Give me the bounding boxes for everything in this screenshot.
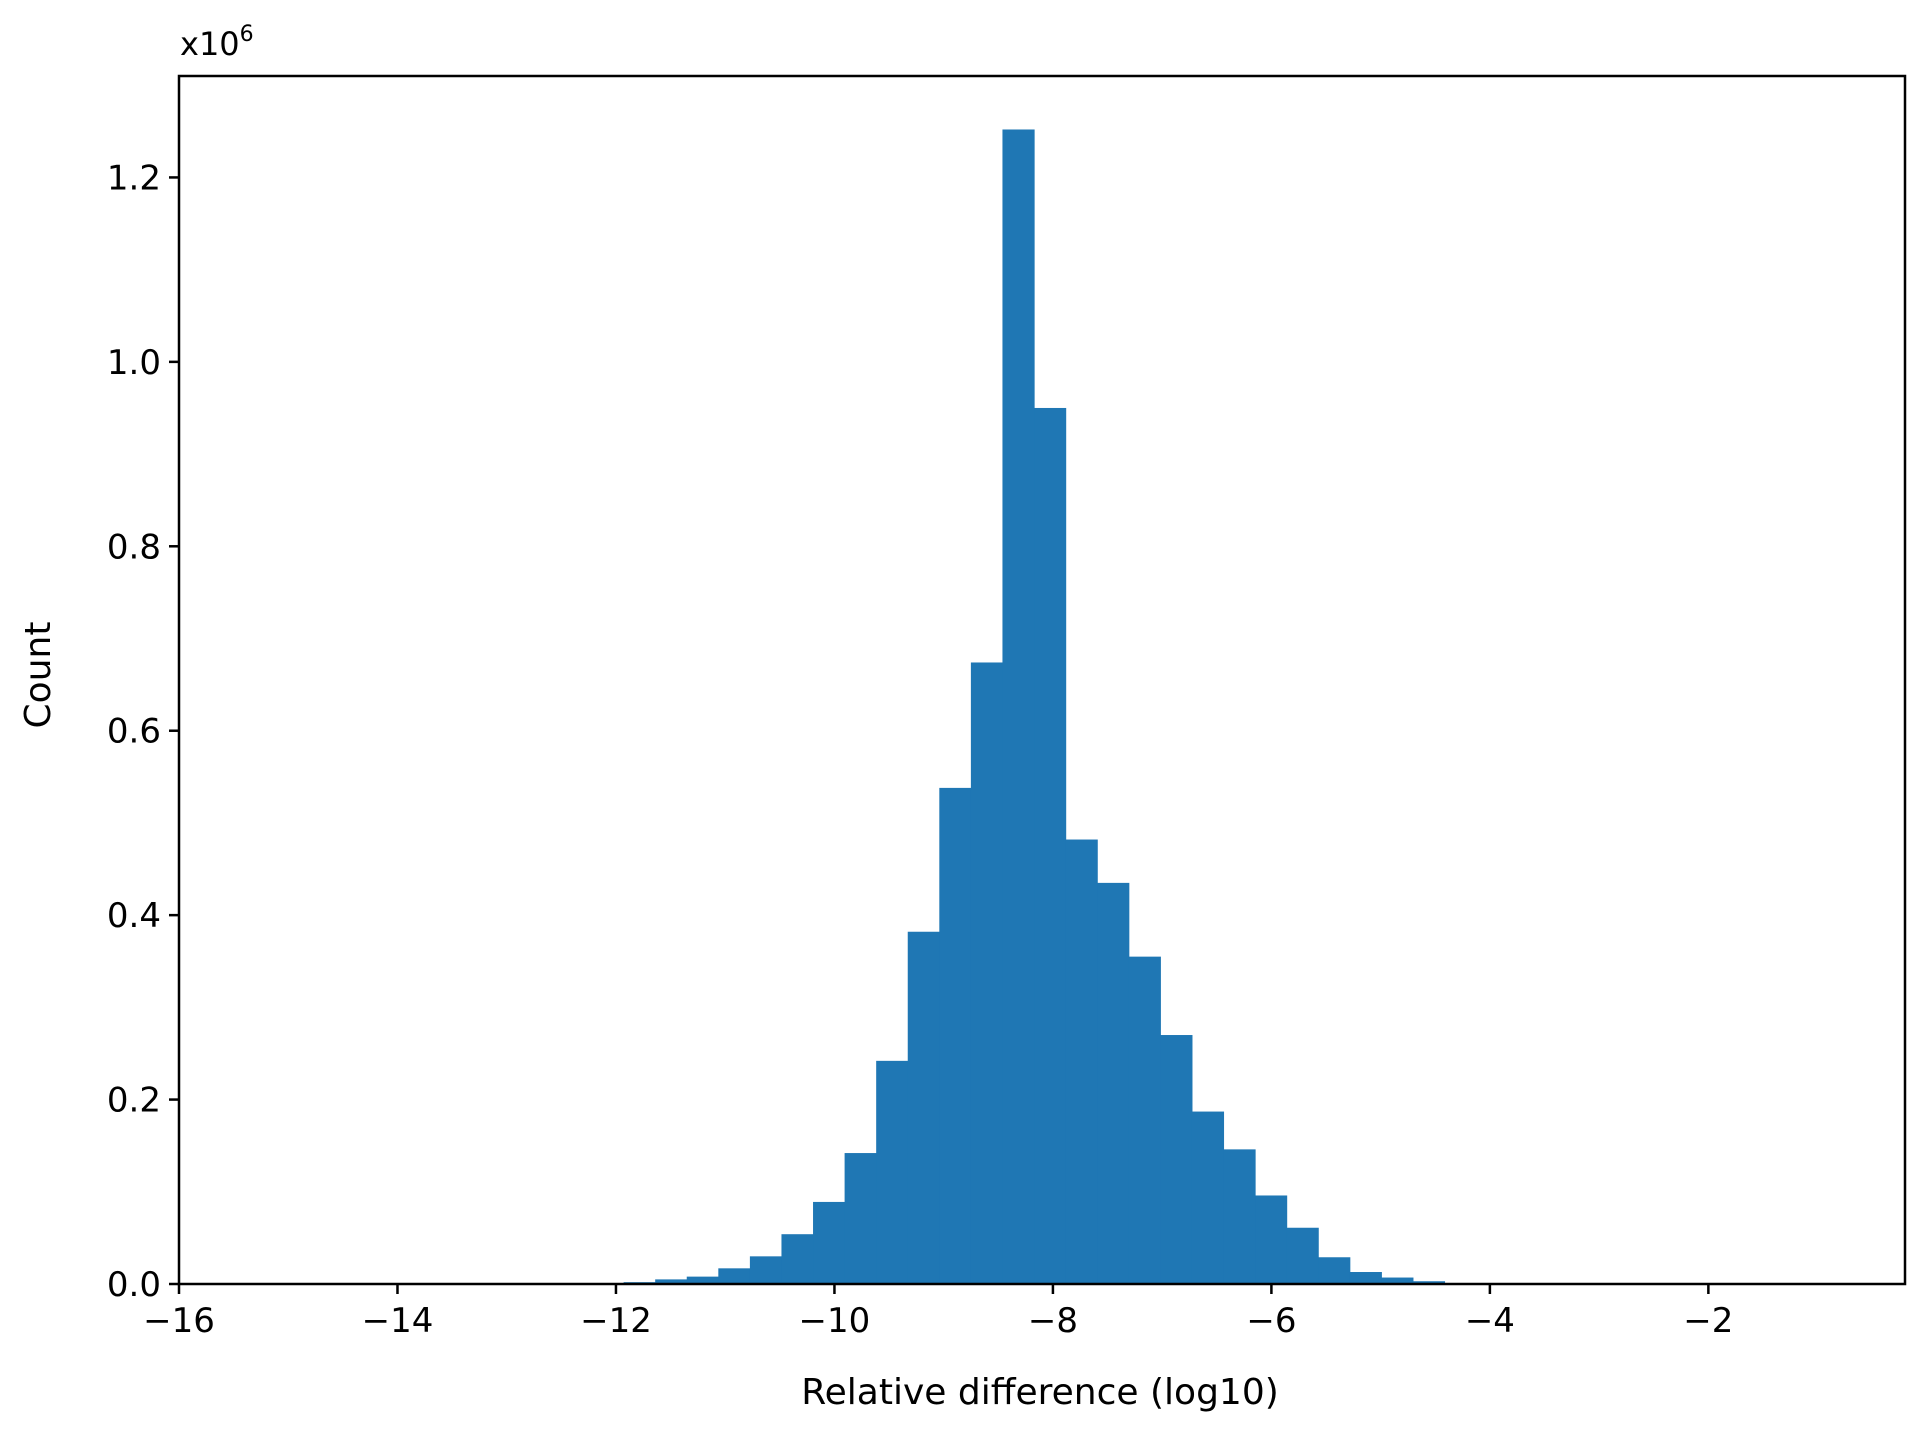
histogram-bar xyxy=(1002,129,1035,1284)
ticks-layer: −16 −14 −12 −10 −8 −6 −4 −2 0.0 0.2 0.4 0.6 0.8 1.0 1.… xyxy=(107,158,1734,1341)
histogram-bar xyxy=(718,1268,751,1284)
histogram-bar xyxy=(749,1256,783,1284)
histogram-bar xyxy=(1191,1111,1225,1284)
histogram-bar xyxy=(813,1201,846,1284)
x-tick-label: −14 xyxy=(362,1301,434,1341)
histogram-bar xyxy=(1381,1277,1414,1284)
y-axis-label: Count xyxy=(18,622,59,729)
histogram-bar xyxy=(1412,1281,1446,1284)
histogram-bar xyxy=(1065,839,1098,1284)
y-multiplier-exponent: 6 xyxy=(240,22,254,47)
histogram-bar xyxy=(907,931,940,1284)
y-tick-label: 0.2 xyxy=(107,1081,161,1121)
histogram-bar xyxy=(655,1279,688,1284)
histogram-bar xyxy=(876,1060,909,1284)
axes-layer xyxy=(177,74,1907,1286)
y-tick-label: 0.8 xyxy=(107,527,161,567)
histogram-bar xyxy=(1034,407,1067,1284)
histogram-bar xyxy=(1255,1195,1288,1284)
bars-layer xyxy=(623,129,1477,1284)
x-tick-label: −2 xyxy=(1683,1301,1733,1341)
x-tick-label: −10 xyxy=(799,1301,871,1341)
histogram-bar xyxy=(1160,1035,1193,1284)
histogram-bar xyxy=(686,1276,719,1284)
histogram-bar xyxy=(970,662,1004,1284)
y-tick-label: 0.0 xyxy=(107,1265,161,1305)
x-tick-label: −8 xyxy=(1028,1301,1078,1341)
histogram-bar xyxy=(1318,1257,1351,1284)
y-tick-label: 0.6 xyxy=(107,712,161,752)
x-tick-label: −16 xyxy=(143,1301,215,1341)
histogram-bar xyxy=(781,1234,814,1284)
y-tick-label: 0.4 xyxy=(107,896,161,936)
y-tick-label: 1.0 xyxy=(107,343,161,383)
plot-frame xyxy=(177,74,1907,1286)
histogram-bar xyxy=(1097,882,1130,1284)
histogram-bar xyxy=(1349,1272,1382,1284)
y-multiplier-base: x10 xyxy=(180,25,240,63)
histogram-bar xyxy=(1223,1149,1256,1284)
x-tick-label: −6 xyxy=(1246,1301,1296,1341)
x-tick-label: −12 xyxy=(580,1301,652,1341)
y-tick-label: 1.2 xyxy=(107,158,161,198)
y-multiplier-label: x106 xyxy=(180,22,254,63)
histogram-bar xyxy=(1128,956,1161,1284)
histogram-bar xyxy=(939,787,972,1284)
x-axis-label: Relative difference (log10) xyxy=(801,1372,1279,1413)
histogram-bar xyxy=(844,1153,877,1284)
x-tick-label: −4 xyxy=(1465,1301,1515,1341)
histogram-bar xyxy=(1286,1227,1319,1284)
